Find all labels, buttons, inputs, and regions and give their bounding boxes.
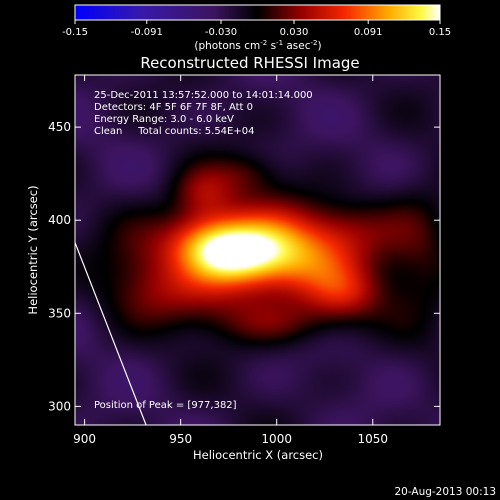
annotation-energy-range: Energy Range: 3.0 - 6.0 keV [94,114,234,125]
plot-frame [74,74,441,426]
annotation-counts: Clean Total counts: 5.54E+04 [94,126,254,137]
colorbar-tick-label: 0.15 [429,27,451,38]
colorbar-tick-label: -0.091 [131,27,163,38]
x-tick-label: 1000 [261,432,292,446]
colorbar-frame [74,4,441,21]
colorbar-tick-label: 0.030 [280,27,309,38]
colorbar-tick-label: -0.030 [205,27,237,38]
chart-title: Reconstructed RHESSI Image [140,54,359,72]
y-tick-label: 400 [48,213,71,227]
colorbar: -0.15 -0.091 -0.030 0.030 0.091 0.15 (photons… [62,4,451,52]
colorbar-gradient [75,5,440,20]
colorbar-units: (photons cm-2 s-1 asec-2) [194,39,321,52]
y-tick-label: 350 [48,306,71,320]
x-tick-label: 900 [73,432,96,446]
footer-date: 20-Aug-2013 00:13 [394,486,496,498]
annotation-detectors: Detectors: 4F 5F 6F 7F 8F, Att 0 [94,102,253,113]
x-tick-label: 950 [169,432,192,446]
limb-line [74,242,147,426]
annotation-block: 25-Dec-2011 13:57:52.000 to 14:01:14.000… [94,90,313,137]
heatmap-image [75,75,440,425]
y-tick-label: 300 [48,399,71,413]
x-axis-label: Heliocentric X (arcsec) [193,448,323,462]
colorbar-tick-label: 0.091 [354,27,383,38]
x-tick-label: 1050 [357,432,388,446]
peak-position-label: Position of Peak = [977,382] [94,400,237,411]
y-tick-label: 450 [48,120,71,134]
annotation-time-range: 25-Dec-2011 13:57:52.000 to 14:01:14.000 [94,90,313,101]
colorbar-tick-label: -0.15 [62,27,88,38]
y-axis-label: Heliocentric Y (arcsec) [26,185,40,314]
